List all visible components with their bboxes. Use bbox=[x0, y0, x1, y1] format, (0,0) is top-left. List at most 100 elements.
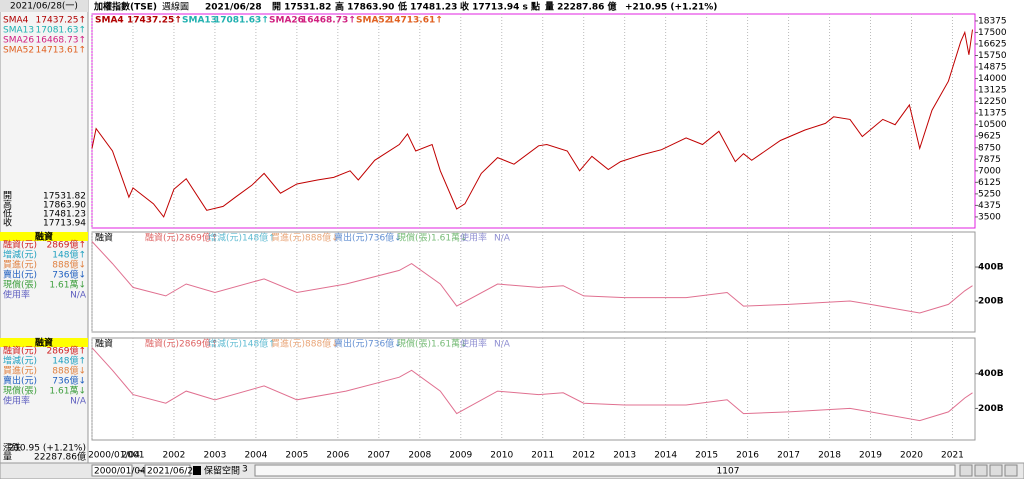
margin-name: 買進(元) bbox=[3, 365, 37, 377]
sma-name: SMA13 bbox=[3, 26, 34, 36]
y-tick-label: 14000 bbox=[978, 74, 1007, 84]
panel-item-name: 賣出(元) bbox=[334, 338, 368, 350]
sma-value: 14713.61↑ bbox=[36, 46, 86, 56]
margin-name: 融資(元) bbox=[3, 345, 37, 357]
panel-item-name: 融資(元) bbox=[145, 232, 179, 244]
sma-name: SMA4 bbox=[3, 16, 29, 26]
from-input[interactable] bbox=[91, 464, 133, 477]
to-input[interactable] bbox=[144, 464, 191, 477]
close: 收 17713.94 s 點 bbox=[460, 1, 540, 13]
sma-value: 17081.63↑ bbox=[36, 26, 86, 36]
x-tick-label: 2012 bbox=[572, 451, 595, 461]
ohlc-value: 17481.23 bbox=[43, 210, 86, 220]
margin-value: N/A bbox=[70, 397, 87, 407]
x-tick-label: 2014 bbox=[654, 451, 677, 461]
y-tick-label: 7000 bbox=[978, 166, 1001, 176]
button[interactable] bbox=[989, 464, 1003, 477]
y-tick-label: 400B bbox=[978, 263, 1004, 273]
y-tick-label: 16625 bbox=[978, 39, 1007, 49]
ohlc-name: 低 bbox=[3, 208, 12, 220]
margin-value: 148億↑ bbox=[52, 249, 86, 261]
y-tick-label: 200B bbox=[978, 297, 1004, 307]
panel-item-name: 現償(張) bbox=[397, 339, 431, 350]
panel-title: 融資 bbox=[95, 232, 113, 244]
panel-item-value: 2869億↑ bbox=[179, 338, 218, 350]
margin-value: N/A bbox=[70, 291, 87, 301]
margin-value: 2869億↑ bbox=[47, 239, 86, 251]
y-tick-label: 200B bbox=[978, 404, 1004, 414]
ohlc-value: 17863.90 bbox=[43, 201, 86, 211]
panel-item-value: 888億↓ bbox=[305, 338, 339, 350]
legend-value: 14713.61↑ bbox=[388, 16, 443, 26]
legend-value: 17437.25↑ bbox=[127, 16, 182, 26]
y-tick-label: 10500 bbox=[978, 120, 1007, 130]
main-frame bbox=[91, 13, 976, 229]
x-tick-label: 2013 bbox=[613, 451, 636, 461]
x-tick-label: 2021 bbox=[941, 451, 964, 461]
ohlc-value: 17713.94 bbox=[43, 219, 86, 229]
sma-name: SMA26 bbox=[3, 36, 34, 46]
ohlc-name: 開 bbox=[3, 191, 12, 202]
y-tick-label: 7875 bbox=[978, 155, 1001, 165]
panel-frame bbox=[91, 231, 976, 333]
margin-title: 融資 bbox=[35, 337, 53, 349]
x-tick-label: 2001 bbox=[122, 451, 145, 461]
y-tick-label: 4375 bbox=[978, 201, 1001, 211]
ohlc-name: 高 bbox=[3, 199, 12, 211]
panel-item-value: N/A bbox=[494, 234, 511, 244]
margin-value: 148億↑ bbox=[52, 355, 86, 367]
x-tick-label: 2018 bbox=[818, 451, 841, 461]
x-tick-label: 2007 bbox=[367, 451, 390, 461]
button[interactable] bbox=[959, 464, 973, 477]
margin-name: 增減(元) bbox=[3, 355, 37, 367]
margin-value: 888億↓ bbox=[52, 259, 86, 271]
panel-item-name: 使用率 bbox=[460, 338, 487, 350]
y-tick-label: 17500 bbox=[978, 28, 1007, 38]
legend-name: SMA4 bbox=[95, 16, 124, 26]
footer-name: 量 bbox=[3, 452, 12, 463]
x-tick-label: 2003 bbox=[203, 451, 226, 461]
y-tick-label: 400B bbox=[978, 369, 1004, 379]
ohlc-name: 收 bbox=[3, 217, 12, 229]
scrollbar[interactable] bbox=[254, 464, 956, 477]
legend-value: 17081.63↑ bbox=[214, 16, 269, 26]
sidebar-date: 2021/06/28(一) bbox=[10, 2, 78, 12]
margin-name: 買進(元) bbox=[3, 259, 37, 271]
margin-value: 1.61萬↓ bbox=[49, 279, 86, 291]
x-tick-label: 2000/01/04 bbox=[88, 451, 140, 461]
margin-name: 賣出(元) bbox=[3, 375, 37, 387]
x-tick-label: 2008 bbox=[408, 451, 431, 461]
high: 高 17863.90 bbox=[335, 1, 394, 13]
margin-value: 736億↓ bbox=[52, 375, 86, 387]
margin-name: 賣出(元) bbox=[3, 269, 37, 281]
x-tick-label: 2011 bbox=[531, 451, 554, 461]
open: 開 17531.82 bbox=[272, 2, 331, 13]
y-tick-label: 11375 bbox=[978, 109, 1007, 119]
x-tick-label: 2020 bbox=[900, 451, 923, 461]
panel-item-name: 現償(張) bbox=[397, 233, 431, 244]
sma-value: 16468.73↑ bbox=[36, 36, 86, 46]
y-tick-label: 15750 bbox=[978, 51, 1007, 61]
y-tick-label: 3500 bbox=[978, 212, 1001, 222]
ohlc-value: 17531.82 bbox=[43, 192, 86, 202]
panel-title: 融資 bbox=[95, 338, 113, 350]
panel-item-value: 148億↑ bbox=[242, 232, 276, 244]
y-tick-label: 5250 bbox=[978, 189, 1001, 199]
legend-value: 16468.73↑ bbox=[301, 16, 356, 26]
button[interactable] bbox=[1004, 464, 1018, 477]
footer-name: 漲跌 bbox=[3, 443, 21, 454]
x-tick-label: 2017 bbox=[777, 451, 800, 461]
panel-item-name: 融資(元) bbox=[145, 338, 179, 350]
footer-value: 210.95 (+1.21%) bbox=[8, 444, 86, 454]
price-line bbox=[91, 241, 973, 314]
margin-name: 使用率 bbox=[3, 289, 30, 301]
reserve-count: 3 bbox=[242, 465, 248, 475]
footer-value: 22287.86億 bbox=[34, 451, 86, 463]
x-tick-label: 2009 bbox=[449, 451, 472, 461]
date-box bbox=[0, 0, 88, 12]
checkbox[interactable] bbox=[193, 466, 201, 475]
sma-value: 17437.25↑ bbox=[36, 16, 86, 26]
button[interactable] bbox=[974, 464, 988, 477]
price-line bbox=[91, 347, 973, 422]
